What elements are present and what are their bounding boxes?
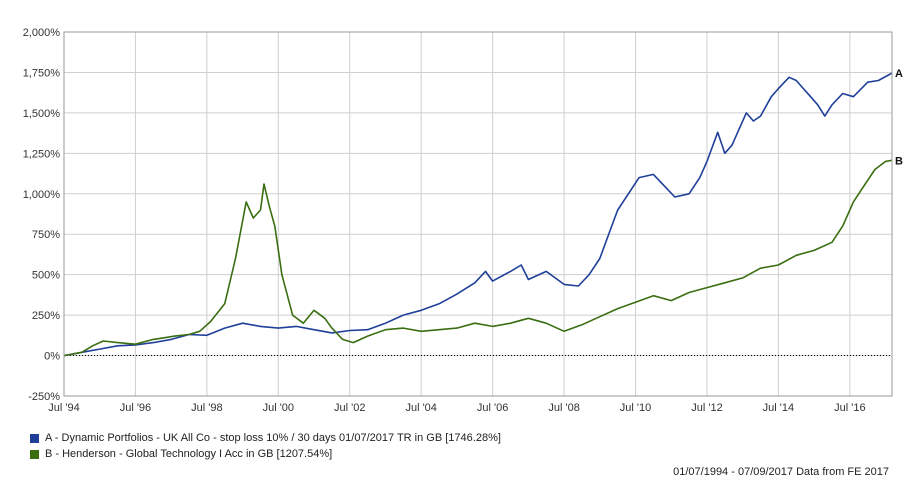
legend-label-a: A - Dynamic Portfolios - UK All Co - sto… — [45, 432, 501, 444]
axis-labels: -250% 0% 250% 500% 750% 1,000% 1,250% 1,500% 1,7… — [23, 27, 903, 414]
series-lines — [63, 72, 893, 357]
x-tick-label: Jul '10 — [620, 402, 651, 414]
x-tick-label: Jul '00 — [263, 402, 294, 414]
y-tick-label: 1,250% — [23, 148, 61, 160]
y-tick-label: 1,750% — [23, 67, 61, 79]
chart: -250% 0% 250% 500% 750% 1,000% 1,250% 1,500% 1,7… — [23, 27, 903, 414]
x-tick-label: Jul '02 — [334, 402, 365, 414]
y-tick-label: 0% — [44, 351, 60, 363]
y-tick-label: -250% — [28, 391, 60, 403]
x-tick-label: Jul '04 — [405, 402, 436, 414]
legend-swatch-a — [30, 433, 39, 443]
gridlines — [63, 31, 892, 397]
legend-item-b: B - Henderson - Global Technology I Acc … — [30, 446, 501, 462]
x-tick-label: Jul '94 — [48, 402, 79, 414]
x-tick-label: Jul '06 — [477, 402, 508, 414]
date-range-footer: 01/07/1994 - 07/09/2017 Data from FE 201… — [673, 466, 889, 478]
legend-swatch-b — [30, 449, 39, 459]
y-tick-label: 1,500% — [23, 108, 61, 120]
series-end-label-b: B — [895, 155, 903, 167]
y-tick-label: 250% — [32, 310, 60, 322]
y-tick-label: 1,000% — [23, 189, 61, 201]
x-tick-label: Jul '12 — [691, 402, 722, 414]
legend-label-b: B - Henderson - Global Technology I Acc … — [45, 448, 333, 460]
legend-item-a: A - Dynamic Portfolios - UK All Co - sto… — [30, 430, 501, 446]
plot-area-frame — [63, 31, 893, 397]
series-line-a — [63, 72, 893, 357]
x-tick-label: Jul '96 — [120, 402, 151, 414]
series-end-label-a: A — [895, 68, 903, 80]
y-tick-label: 2,000% — [23, 27, 61, 39]
series-line-b — [63, 159, 893, 357]
x-tick-label: Jul '08 — [548, 402, 579, 414]
legend: A - Dynamic Portfolios - UK All Co - sto… — [30, 430, 501, 462]
x-tick-label: Jul '14 — [763, 402, 794, 414]
x-tick-label: Jul '98 — [191, 402, 222, 414]
x-tick-label: Jul '16 — [834, 402, 865, 414]
y-tick-label: 500% — [32, 270, 60, 282]
y-tick-label: 750% — [32, 229, 60, 241]
